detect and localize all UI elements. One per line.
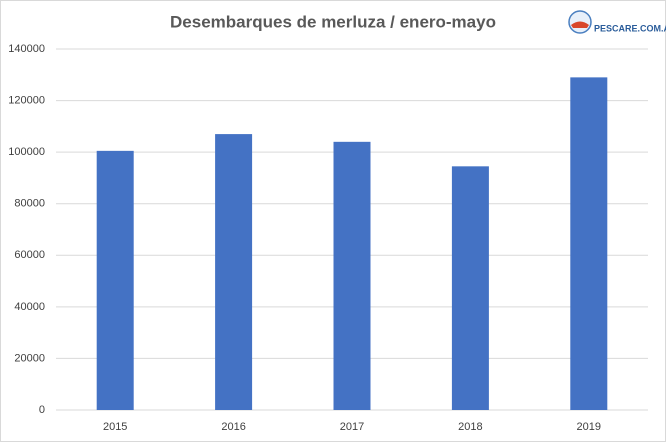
y-tick-label: 20000 bbox=[14, 352, 45, 364]
y-tick-label: 100000 bbox=[8, 146, 45, 158]
logo-boat bbox=[571, 21, 589, 28]
x-tick-label: 2019 bbox=[577, 421, 601, 433]
bar bbox=[451, 166, 489, 410]
bar bbox=[96, 150, 134, 410]
x-tick-label: 2015 bbox=[103, 421, 127, 433]
y-tick-label: 0 bbox=[39, 404, 45, 416]
x-tick-label: 2017 bbox=[340, 421, 364, 433]
y-tick-label: 60000 bbox=[14, 249, 45, 261]
y-tick-label: 140000 bbox=[8, 43, 45, 55]
logo-text: PESCARE.COM.AR bbox=[594, 23, 666, 33]
y-tick-label: 40000 bbox=[14, 301, 45, 313]
bar bbox=[333, 141, 371, 411]
logo: PESCARE.COM.AR bbox=[568, 10, 666, 34]
y-tick-label: 120000 bbox=[8, 94, 45, 106]
x-tick-label: 2016 bbox=[221, 421, 245, 433]
y-tick-label: 80000 bbox=[14, 198, 45, 210]
chart-title: Desembarques de merluza / enero-mayo bbox=[170, 12, 496, 31]
bar bbox=[570, 77, 608, 410]
x-tick-label: 2018 bbox=[458, 421, 482, 433]
bar bbox=[215, 134, 253, 411]
